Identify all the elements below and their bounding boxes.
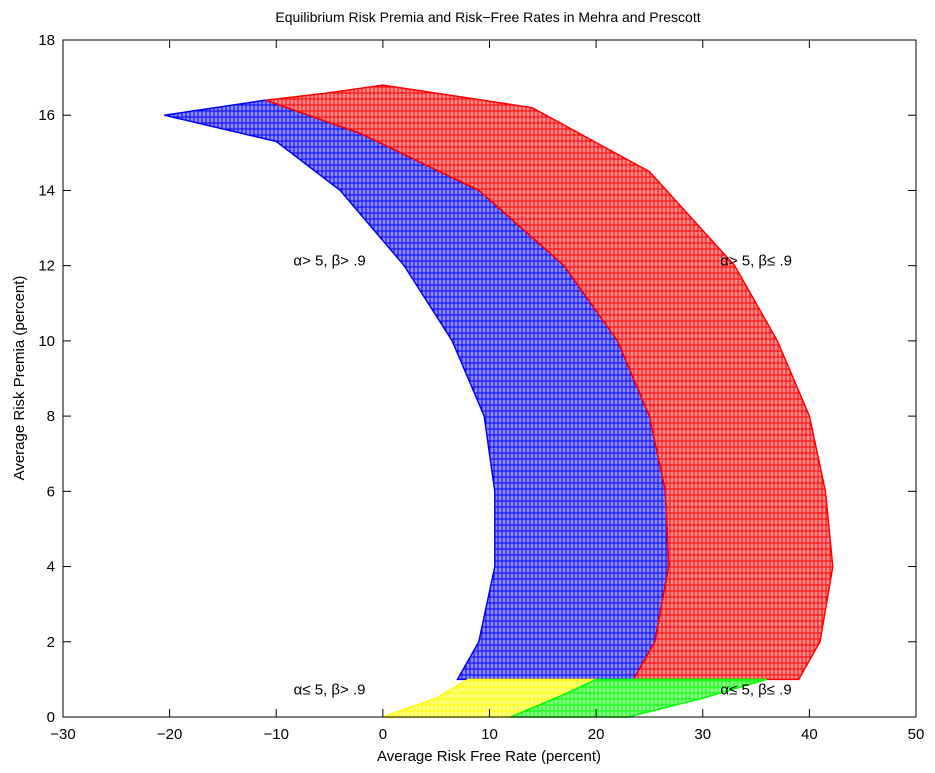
x-tick-label: 30 <box>694 726 711 743</box>
x-axis-ticks: −30 −20 −10 0 10 20 30 40 50 <box>50 40 924 743</box>
x-tick-label: −30 <box>50 726 75 743</box>
x-tick-label: 50 <box>908 726 925 743</box>
annotation-label: α≤ 5, β≤ .9 <box>720 681 791 698</box>
annotation-label: α> 5, β≤ .9 <box>720 253 792 270</box>
chart-title: Equilibrium Risk Premia and Risk−Free Ra… <box>275 9 700 25</box>
x-tick-label: −20 <box>157 726 182 743</box>
scatter-regions <box>164 84 834 718</box>
annotation-label: α≤ 5, β> .9 <box>294 681 366 698</box>
y-tick-label: 4 <box>47 559 55 576</box>
x-tick-label: −10 <box>264 726 289 743</box>
region-markers-1 <box>265 84 834 681</box>
y-tick-label: 18 <box>38 32 55 49</box>
y-tick-label: 12 <box>38 258 55 275</box>
y-tick-label: 8 <box>47 408 55 425</box>
annotation-label: α> 5, β> .9 <box>293 253 365 270</box>
y-axis-ticks: 0 2 4 6 8 10 12 14 16 18 <box>38 32 916 726</box>
x-axis-label: Average Risk Free Rate (percent) <box>377 748 601 765</box>
y-tick-label: 2 <box>47 634 55 651</box>
y-tick-label: 0 <box>47 709 55 726</box>
x-tick-label: 20 <box>588 726 605 743</box>
y-tick-label: 14 <box>38 182 55 199</box>
y-tick-label: 16 <box>38 107 55 124</box>
y-tick-label: 6 <box>47 483 55 500</box>
y-tick-label: 10 <box>38 333 55 350</box>
region-1 <box>265 84 834 681</box>
x-tick-label: 40 <box>801 726 818 743</box>
x-tick-label: 10 <box>481 726 498 743</box>
x-tick-label: 0 <box>379 726 387 743</box>
y-axis-label: Average Risk Premia (percent) <box>11 276 28 481</box>
annotations: α> 5, β> .9 α> 5, β≤ .9 α≤ 5, β> .9 α≤ 5, β… <box>293 253 792 699</box>
